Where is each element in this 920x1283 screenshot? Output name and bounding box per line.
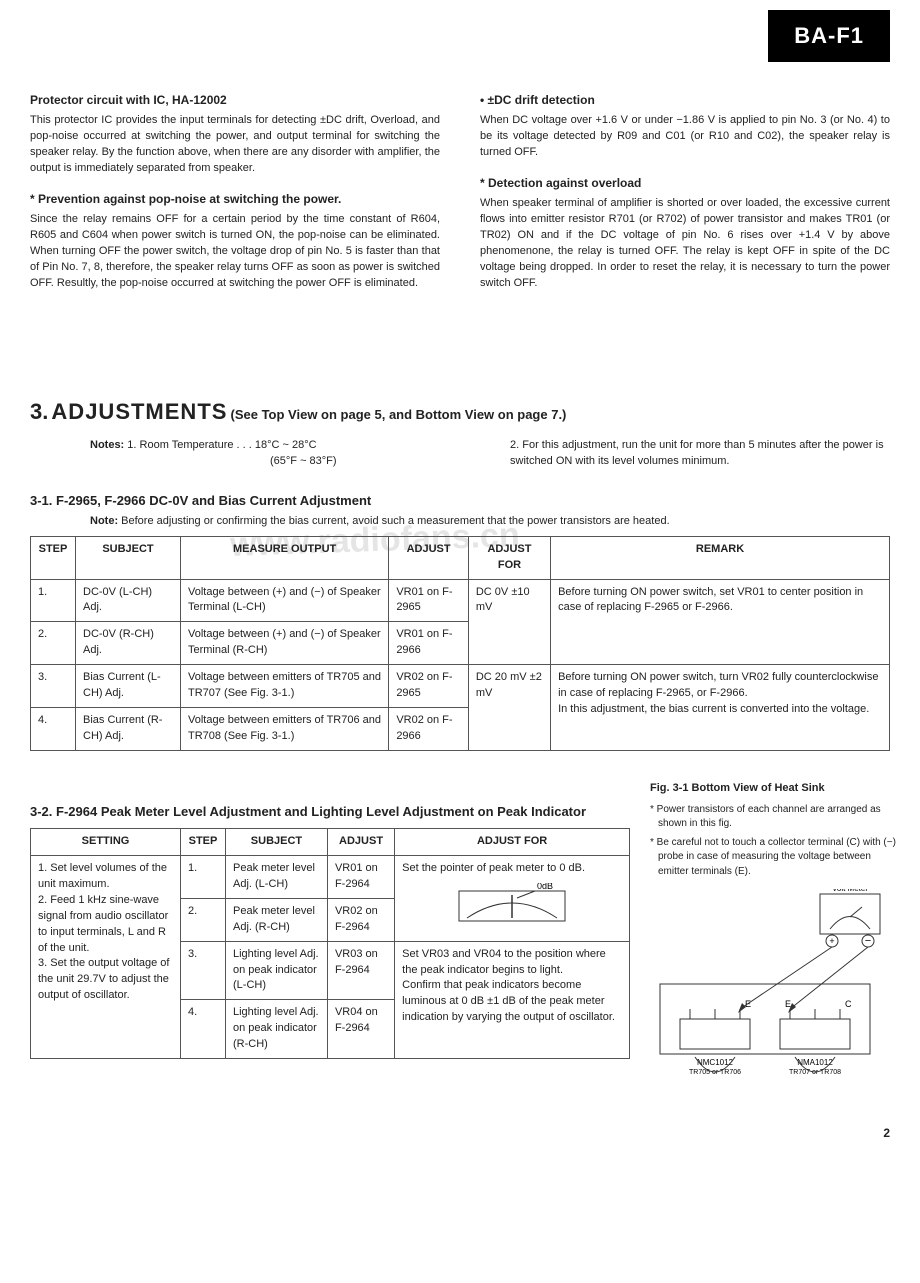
fig31-title: Fig. 3-1 Bottom View of Heat Sink: [650, 781, 900, 797]
t32-subject: Lighting level Adj. on peak indicator (R…: [226, 1000, 328, 1059]
t32-step: 1.: [181, 855, 226, 898]
section-sub: (See Top View on page 5, and Bottom View…: [231, 407, 567, 422]
pop-noise-body: Since the relay remains OFF for a certai…: [30, 212, 440, 292]
protector-title: Protector circuit with IC, HA-12002: [30, 92, 440, 109]
t32-adjfor: Set VR03 and VR04 to the position where …: [395, 941, 630, 1059]
t31-subject: Bias Current (R-CH) Adj.: [76, 708, 181, 751]
th2-step: STEP: [181, 828, 226, 855]
right-column: • ±DC drift detection When DC voltage ov…: [480, 92, 890, 306]
peak-meter-icon: 0dB: [457, 883, 567, 923]
overload-body: When speaker terminal of amplifier is sh…: [480, 196, 890, 292]
table-32: SETTING STEP SUBJECT ADJUST ADJUST FOR 1…: [30, 828, 630, 1059]
t32-adjust: VR04 on F-2964: [327, 1000, 394, 1059]
fig-31-block: Fig. 3-1 Bottom View of Heat Sink * Powe…: [650, 781, 900, 1095]
dc-drift-body: When DC voltage over +1.6 V or under −1.…: [480, 113, 890, 161]
t32-adjust: VR03 on F-2964: [327, 941, 394, 1000]
plus-label: +: [829, 936, 834, 946]
section-num: 3.: [30, 399, 48, 424]
section-notes: Notes: 1. Room Temperature . . . 18°C ~ …: [90, 438, 890, 470]
t31-measure: Voltage between emitters of TR705 and TR…: [180, 665, 388, 708]
t32-setting: 1. Set level volumes of the unit maximum…: [31, 855, 181, 1058]
t31-measure: Voltage between emitters of TR706 and TR…: [180, 708, 388, 751]
overload-title: * Detection against overload: [480, 175, 890, 192]
fig31-n1: * Power transistors of each channel are …: [650, 803, 900, 832]
pop-noise-title: * Prevention against pop-noise at switch…: [30, 191, 440, 208]
sec31-note-label: Note:: [90, 515, 118, 527]
minus-label: −: [865, 935, 871, 947]
e-label-2: E: [785, 999, 791, 1009]
th-adjust: ADJUST: [389, 536, 469, 579]
t32-step: 3.: [181, 941, 226, 1000]
svg-text:0dB: 0dB: [537, 883, 553, 891]
t31-remark: Before turning ON power switch, turn VR0…: [551, 665, 890, 751]
note-1b: (65°F ~ 83°F): [270, 455, 337, 467]
t31-measure: Voltage between (+) and (−) of Speaker T…: [180, 622, 388, 665]
tr-sub-1: TR705 or TR706: [689, 1069, 741, 1076]
volt-meter-label: Volt Meter: [832, 889, 868, 893]
t31-adjfor: DC 20 mV ±2 mV: [468, 665, 550, 751]
t31-subject: DC-0V (L-CH) Adj.: [76, 579, 181, 622]
t31-subject: Bias Current (L-CH) Adj.: [76, 665, 181, 708]
t32-step: 4.: [181, 1000, 226, 1059]
t32-subject: Lighting level Adj. on peak indicator (L…: [226, 941, 328, 1000]
sec31-head: 3-1. F-2965, F-2966 DC-0V and Bias Curre…: [30, 492, 890, 511]
th-step: STEP: [31, 536, 76, 579]
note-2: 2. For this adjustment, run the unit for…: [510, 438, 890, 470]
t31-step: 3.: [31, 665, 76, 708]
page-number: 2: [30, 1125, 890, 1142]
t31-remark: Before turning ON power switch, set VR01…: [551, 579, 890, 665]
sec32-head: 3-2. F-2964 Peak Meter Level Adjustment …: [30, 803, 630, 822]
t31-measure: Voltage between (+) and (−) of Speaker T…: [180, 579, 388, 622]
t32-adjust: VR02 on F-2964: [327, 898, 394, 941]
intro-columns: Protector circuit with IC, HA-12002 This…: [30, 92, 890, 306]
t32-adjust: VR01 on F-2964: [327, 855, 394, 898]
t31-step: 4.: [31, 708, 76, 751]
section-3-header: 3. ADJUSTMENTS (See Top View on page 5, …: [30, 396, 890, 428]
t31-step: 1.: [31, 579, 76, 622]
t31-adjfor: DC 0V ±10 mV: [468, 579, 550, 665]
t31-step: 2.: [31, 622, 76, 665]
th2-subject: SUBJECT: [226, 828, 328, 855]
section-title: ADJUSTMENTS: [51, 399, 227, 424]
tr-sub-2: TR707 or TR708: [789, 1069, 841, 1076]
th2-adjfor: ADJUST FOR: [395, 828, 630, 855]
th-subject: SUBJECT: [76, 536, 181, 579]
c-label: C: [845, 999, 852, 1009]
model-badge: BA-F1: [768, 10, 890, 62]
t31-subject: DC-0V (R-CH) Adj.: [76, 622, 181, 665]
th-measure: MEASURE OUTPUT: [180, 536, 388, 579]
heat-sink-diagram: Volt Meter + − E E C: [650, 889, 900, 1089]
dc-drift-title: • ±DC drift detection: [480, 92, 890, 109]
note-1: 1. Room Temperature . . . 18°C ~ 28°C: [127, 439, 316, 451]
sec31-note-text: Before adjusting or confirming the bias …: [121, 515, 669, 527]
th-adjfor: ADJUST FOR: [468, 536, 550, 579]
t32-subject: Peak meter level Adj. (L-CH): [226, 855, 328, 898]
left-column: Protector circuit with IC, HA-12002 This…: [30, 92, 440, 306]
fig31-n2: * Be careful not to touch a collector te…: [650, 836, 900, 880]
t31-adjust: VR01 on F-2965: [389, 579, 469, 622]
t32-step: 2.: [181, 898, 226, 941]
t31-adjust: VR02 on F-2965: [389, 665, 469, 708]
protector-body: This protector IC provides the input ter…: [30, 113, 440, 177]
th2-adjust: ADJUST: [327, 828, 394, 855]
t31-adjust: VR01 on F-2966: [389, 622, 469, 665]
table-31: STEP SUBJECT MEASURE OUTPUT ADJUST ADJUS…: [30, 536, 890, 751]
t32-subject: Peak meter level Adj. (R-CH): [226, 898, 328, 941]
notes-label: Notes:: [90, 439, 124, 451]
th2-setting: SETTING: [31, 828, 181, 855]
th-remark: REMARK: [551, 536, 890, 579]
t32-adjfor: Set the pointer of peak meter to 0 dB. 0…: [395, 855, 630, 941]
t31-adjust: VR02 on F-2966: [389, 708, 469, 751]
sec31-note: Note: Before adjusting or confirming the…: [90, 514, 890, 530]
